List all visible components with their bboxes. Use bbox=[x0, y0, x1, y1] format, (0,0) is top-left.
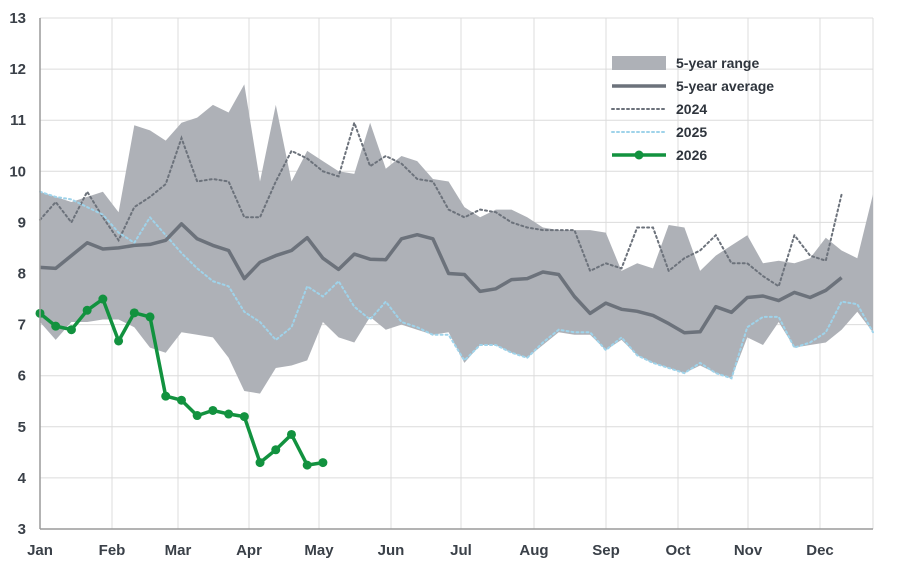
data-point-2026 bbox=[255, 458, 265, 468]
data-point-2026 bbox=[145, 312, 155, 322]
y-tick-label: 7 bbox=[18, 317, 26, 334]
legend-label: 2025 bbox=[676, 124, 707, 140]
legend: 5-year range 5-year average 2024 2025 2026 bbox=[611, 55, 774, 163]
x-tick-label: Jan bbox=[27, 542, 53, 559]
y-tick-label: 9 bbox=[18, 214, 26, 231]
series-line-2025 bbox=[39, 190, 874, 380]
legend-label: 5-year average bbox=[676, 78, 774, 94]
legend-label: 2024 bbox=[676, 101, 707, 117]
plot-area bbox=[35, 84, 874, 470]
data-point-2026 bbox=[161, 391, 171, 401]
y-tick-label: 4 bbox=[18, 470, 27, 487]
data-point-2026 bbox=[271, 445, 281, 455]
x-tick-label: May bbox=[304, 542, 334, 559]
data-point-2026 bbox=[66, 325, 76, 335]
y-tick-label: 11 bbox=[10, 112, 26, 129]
data-point-2026 bbox=[82, 305, 92, 315]
y-tick-label: 12 bbox=[9, 61, 26, 78]
x-tick-label: Apr bbox=[236, 542, 262, 559]
data-point-2026 bbox=[224, 409, 234, 419]
data-point-2026 bbox=[208, 405, 218, 415]
x-tick-label: Mar bbox=[165, 542, 192, 559]
y-tick-label: 13 bbox=[9, 10, 26, 27]
data-point-2026 bbox=[302, 460, 312, 470]
series-line-2024 bbox=[39, 119, 843, 288]
data-point-2026 bbox=[286, 429, 296, 439]
data-point-2026 bbox=[239, 412, 249, 422]
data-point-2026 bbox=[318, 458, 328, 468]
legend-marker-2026 bbox=[634, 150, 644, 160]
x-tick-label: Jun bbox=[378, 542, 405, 559]
legend-label: 2026 bbox=[676, 147, 707, 163]
x-tick-label: Dec bbox=[806, 542, 834, 559]
y-tick-label: 5 bbox=[18, 419, 26, 436]
legend-swatch-range bbox=[612, 56, 666, 70]
x-tick-label: Oct bbox=[665, 542, 690, 559]
x-tick-label: Sep bbox=[592, 542, 620, 559]
y-tick-label: 10 bbox=[9, 163, 26, 180]
axes: 3 4 5 6 7 8 9 10 11 12 13 Jan Feb Mar Apr May Jun Jul Aug S… bbox=[9, 10, 873, 559]
data-point-2026 bbox=[129, 308, 139, 318]
x-tick-label: Jul bbox=[450, 542, 472, 559]
data-point-2026 bbox=[51, 321, 61, 331]
data-point-2026 bbox=[192, 411, 202, 421]
y-tick-label: 8 bbox=[18, 266, 26, 283]
x-tick-label: Feb bbox=[99, 542, 126, 559]
y-tick-label: 6 bbox=[18, 368, 26, 385]
data-point-2026 bbox=[176, 395, 186, 405]
data-point-2026 bbox=[98, 294, 108, 304]
series-range-band bbox=[40, 84, 873, 394]
legend-label: 5-year range bbox=[676, 55, 759, 71]
data-point-2026 bbox=[114, 336, 124, 346]
y-tick-label: 3 bbox=[18, 521, 26, 538]
x-tick-label: Aug bbox=[519, 542, 548, 559]
series-line-5-year-average bbox=[39, 222, 843, 335]
x-tick-label: Nov bbox=[734, 542, 763, 559]
